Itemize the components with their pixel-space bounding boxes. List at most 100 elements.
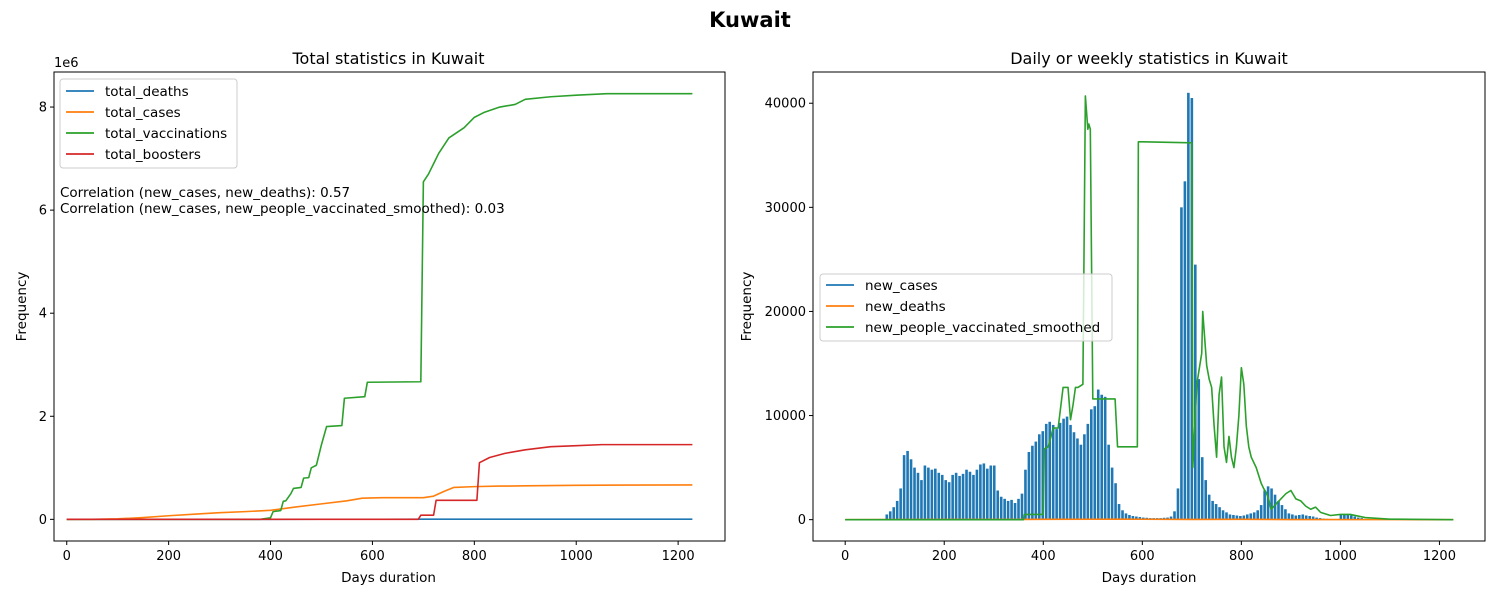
bar-new_cases	[1076, 438, 1079, 520]
bar-new_cases	[1027, 451, 1031, 520]
bar-new_cases	[1013, 503, 1017, 520]
bar-new_cases	[1010, 499, 1013, 520]
x-tick-label: 600	[360, 549, 385, 564]
y-tick-label: 40000	[765, 97, 806, 112]
bar-new_cases	[1138, 517, 1142, 520]
x-tick-label: 400	[258, 549, 283, 564]
bar-new_cases	[965, 469, 968, 520]
bar-new_cases	[1284, 509, 1287, 520]
y-tick-label: 30000	[765, 201, 806, 216]
x-tick-label: 1000	[560, 549, 593, 564]
bar-new_cases	[1183, 181, 1187, 520]
bar-new_cases	[1291, 514, 1294, 520]
legend-label-total_cases: total_cases	[105, 105, 181, 121]
bar-new_cases	[1069, 424, 1072, 520]
bar-new_cases	[1086, 423, 1090, 520]
bar-new_cases	[1055, 429, 1058, 520]
bar-new_cases	[1252, 512, 1256, 520]
bar-new_cases	[1221, 510, 1225, 520]
bar-new_cases	[1020, 493, 1024, 520]
bar-new_cases	[895, 500, 899, 520]
bar-new_cases	[1228, 514, 1232, 520]
left-legend: total_deaths total_cases total_vaccination…	[59, 78, 238, 169]
x-tick-label: 800	[462, 549, 487, 564]
bar-new_cases	[1242, 515, 1246, 520]
bar-new_cases	[1277, 500, 1280, 520]
bar-new_cases	[1294, 515, 1298, 520]
bar-new_cases	[1090, 409, 1093, 520]
series-line-total_cases	[66, 484, 693, 521]
bar-new_cases	[906, 450, 909, 520]
bar-new_cases	[1287, 513, 1291, 520]
right-chart-title: Daily or weekly statistics in Kuwait	[1010, 49, 1288, 68]
bar-new_cases	[1232, 514, 1235, 520]
bar-new_cases	[1180, 207, 1183, 520]
bar-new_cases	[1266, 486, 1270, 520]
bar-new_cases	[1204, 480, 1207, 520]
x-tick-label: 1000	[1324, 549, 1357, 564]
bar-new_cases	[1353, 516, 1357, 520]
bar-new_cases	[1176, 488, 1180, 520]
x-tick-label: 400	[1031, 549, 1056, 564]
bar-new_cases	[913, 467, 916, 520]
right-y-axis-label: Frequency	[739, 272, 755, 342]
bar-new_cases	[1121, 510, 1124, 520]
bar-new_cases	[975, 469, 979, 520]
bar-new_cases	[1273, 494, 1277, 520]
bar-new_cases	[1194, 264, 1197, 520]
y-tick-label: 6	[39, 204, 47, 219]
correlation-annotation-deaths: Correlation (new_cases, new_deaths): 0.5…	[60, 185, 350, 201]
bar-new_cases	[1017, 498, 1020, 520]
bar-new_cases	[1343, 513, 1346, 520]
bar-new_cases	[1225, 512, 1228, 520]
bar-new_cases	[1114, 483, 1117, 520]
bar-new_cases	[1096, 389, 1100, 520]
bar-new_cases	[1280, 505, 1284, 520]
bar-new_cases	[968, 471, 972, 520]
y-tick-label: 20000	[765, 305, 806, 320]
bar-new_cases	[892, 507, 896, 520]
bar-new_cases	[992, 465, 996, 520]
bar-new_cases	[1048, 421, 1052, 520]
x-tick-label: 1200	[662, 549, 695, 564]
bar-new_cases	[1218, 507, 1221, 520]
right-legend-box	[819, 273, 1113, 342]
x-tick-label: 200	[156, 549, 181, 564]
bar-new_cases	[1065, 416, 1069, 520]
bar-new_cases	[1349, 515, 1353, 520]
y-tick-label: 4	[39, 307, 47, 322]
bar-new_cases	[1304, 515, 1308, 520]
bar-new_cases	[1058, 422, 1062, 520]
bar-new_cases	[1124, 513, 1128, 520]
bar-new_cases	[1083, 434, 1086, 520]
bar-new_cases	[916, 472, 920, 520]
y-tick-label: 10000	[765, 409, 806, 424]
bar-new_cases	[1200, 457, 1204, 520]
bar-new_cases	[1197, 379, 1201, 520]
bar-new_cases	[1356, 517, 1360, 520]
bar-new_cases	[1103, 396, 1107, 520]
bar-new_cases	[934, 468, 937, 520]
bar-new_cases	[1169, 516, 1173, 520]
legend-label-new_deaths: new_deaths	[865, 299, 946, 315]
bar-new_cases	[1298, 514, 1301, 520]
right-x-ticks: 0 200 400 600 800 1000 1200	[841, 541, 1456, 564]
legend-label-new_people_vaccinated_smoothed: new_people_vaccinated_smoothed	[865, 320, 1100, 336]
bar-new_cases	[1246, 514, 1249, 520]
bar-new_cases	[982, 463, 986, 520]
left-y-axis-label: Frequency	[14, 272, 30, 342]
x-tick-label: 0	[841, 549, 849, 564]
bar-new_cases	[954, 472, 958, 520]
bar-new_cases	[1034, 441, 1038, 520]
bar-new_cases	[1041, 431, 1045, 520]
x-tick-label: 0	[63, 549, 71, 564]
series-line-new_people_vaccinated_smoothed	[845, 95, 1454, 521]
bar-new_cases	[1093, 406, 1097, 520]
right-x-axis-label: Days duration	[1102, 570, 1197, 586]
bar-new_cases	[1249, 513, 1253, 520]
bar-new_cases	[899, 488, 902, 520]
x-tick-label: 600	[1130, 549, 1155, 564]
left-chart: Total statistics in Kuwait 1e6 0 200 400 60…	[14, 49, 726, 586]
left-chart-title: Total statistics in Kuwait	[292, 49, 485, 68]
